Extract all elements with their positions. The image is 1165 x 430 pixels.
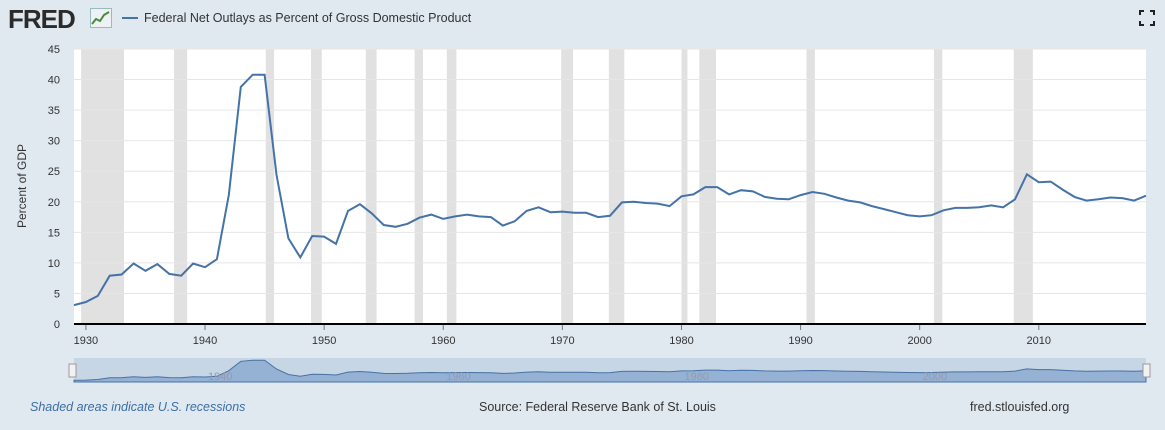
x-tick-label: 1950 — [312, 335, 336, 347]
recession-band — [681, 49, 688, 324]
site-link[interactable]: fred.stlouisfed.org — [970, 400, 1070, 414]
recession-band — [414, 49, 423, 324]
navigator-label: 1960 — [446, 371, 470, 383]
y-tick-label: 35 — [48, 105, 60, 117]
x-tick-label: 1990 — [788, 335, 812, 347]
y-tick-label: 25 — [48, 166, 60, 178]
navigator-label: 2000 — [923, 371, 947, 383]
x-tick-label: 2000 — [907, 335, 931, 347]
navigator[interactable]: 1940 1960 1980 2000 — [68, 358, 1151, 383]
recession-note[interactable]: Shaded areas indicate U.S. recessions — [30, 400, 246, 414]
legend-swatch — [122, 17, 138, 19]
grid-lines — [74, 48, 1146, 294]
source-text: Source: Federal Reserve Bank of St. Loui… — [479, 400, 716, 414]
x-tick-label: 1970 — [550, 335, 574, 347]
legend[interactable]: Federal Net Outlays as Percent of Gross … — [122, 11, 471, 25]
recession-band — [311, 49, 322, 324]
chart-header: FRED Federal Net Outlays as Percent of G… — [0, 0, 1165, 38]
x-axis-ticks: 1930 1940 1950 1960 1970 1980 1990 2000 2010 — [74, 324, 1051, 347]
y-tick-label: 0 — [54, 319, 60, 331]
navigator-label: 1940 — [208, 371, 232, 383]
chart-footer: Shaded areas indicate U.S. recessions So… — [0, 400, 1165, 416]
y-tick-label: 40 — [48, 75, 60, 87]
recession-band — [561, 49, 574, 324]
x-tick-label: 1930 — [74, 335, 98, 347]
line-chart-icon — [90, 8, 112, 28]
navigator-label: 1980 — [684, 371, 708, 383]
legend-label: Federal Net Outlays as Percent of Gross … — [144, 11, 472, 25]
fred-logo: FRED — [8, 4, 76, 34]
x-tick-label: 1940 — [193, 335, 217, 347]
fullscreen-icon[interactable] — [1139, 10, 1155, 26]
recession-band — [365, 49, 377, 324]
recession-band — [81, 49, 125, 324]
navigator-series-area — [73, 359, 1147, 383]
navigator-handle-left[interactable] — [68, 363, 77, 378]
y-tick-label: 5 — [54, 288, 60, 300]
recession-band — [806, 49, 815, 324]
y-axis-ticks: 0 5 10 15 20 25 30 35 40 45 — [48, 44, 60, 331]
recession-band — [1013, 49, 1033, 324]
recession-band — [933, 49, 943, 324]
y-tick-label: 15 — [48, 227, 60, 239]
x-tick-label: 1960 — [431, 335, 455, 347]
recession-band — [174, 49, 188, 324]
recession-bands — [81, 49, 1033, 324]
navigator-labels: 1940 1960 1980 2000 — [208, 371, 947, 383]
recession-band — [608, 49, 625, 324]
y-tick-label: 10 — [48, 258, 60, 270]
series-line[interactable] — [73, 73, 1147, 307]
recession-band — [446, 49, 457, 324]
y-tick-label: 20 — [48, 197, 60, 209]
recession-band — [265, 49, 275, 324]
y-tick-label: 30 — [48, 136, 60, 148]
navigator-handle-right[interactable] — [1142, 363, 1151, 378]
x-tick-label: 2010 — [1027, 335, 1051, 347]
y-tick-label: 45 — [48, 44, 60, 56]
y-axis-label: Percent of GDP — [15, 144, 29, 228]
x-tick-label: 1980 — [669, 335, 693, 347]
